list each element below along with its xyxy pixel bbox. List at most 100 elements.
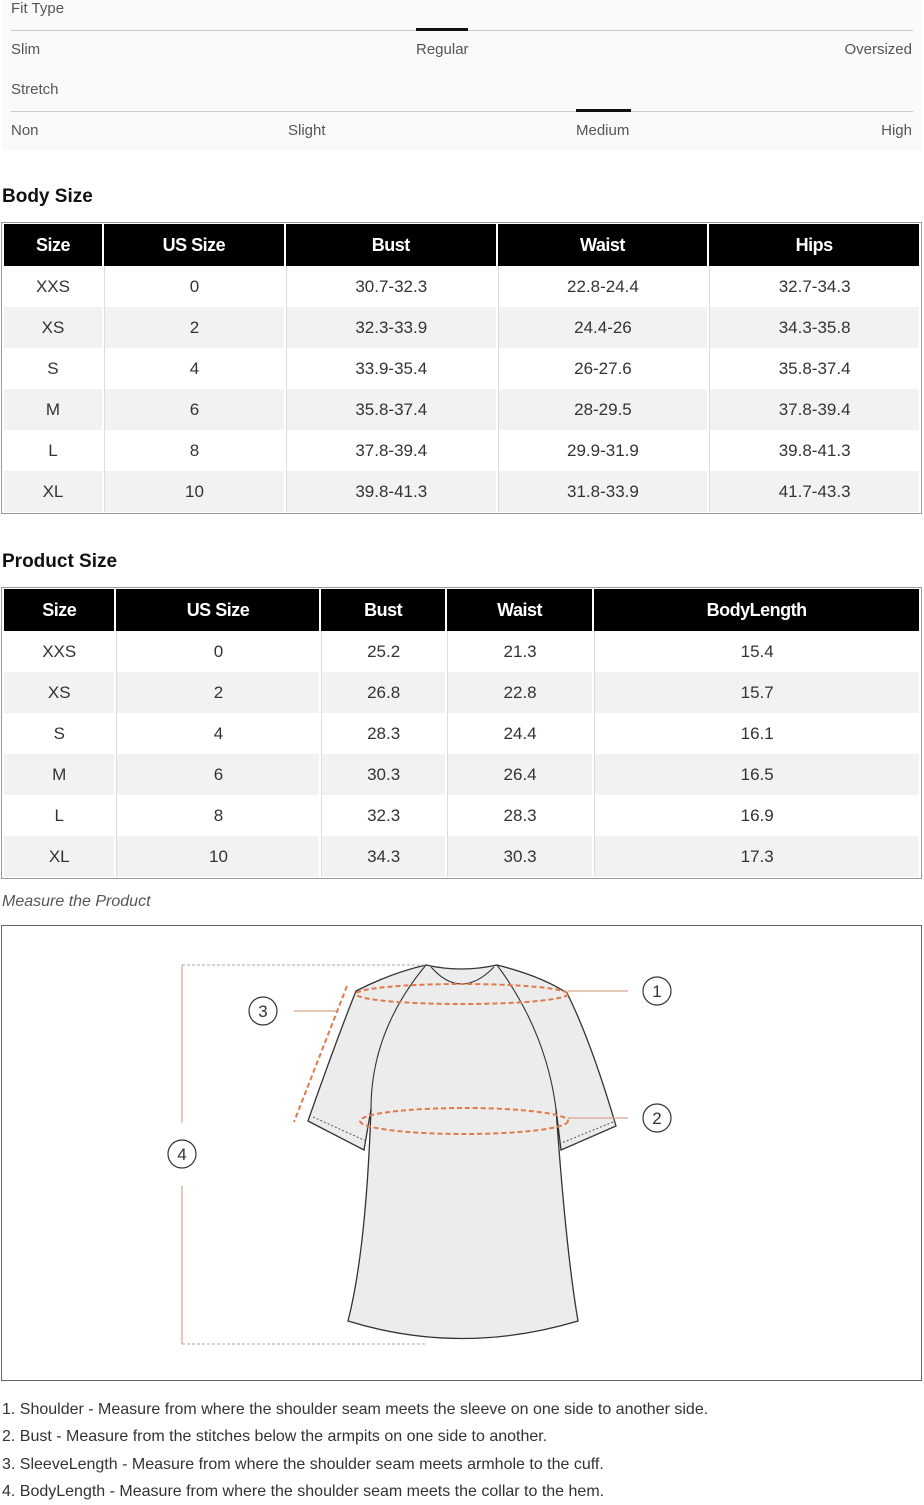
- marker-3: 3: [258, 1002, 267, 1021]
- table-cell: XXS: [35, 276, 70, 296]
- table-cell: 30.7-32.3: [285, 266, 496, 307]
- table-row: XL 10 34.3 30.3 17.3: [4, 836, 919, 877]
- table-cell: 2: [116, 672, 320, 713]
- table-row: XXS 0 25.2 21.3 15.4: [4, 631, 919, 672]
- table-cell: 15.7: [594, 672, 919, 713]
- column-header: US Size: [116, 589, 320, 631]
- fit-panel: Fit Type Slim Regular Oversized Stretch …: [2, 0, 922, 150]
- table-row: S 4 33.9-35.4 26-27.6 35.8-37.4: [4, 348, 919, 389]
- table-cell: 0: [103, 266, 284, 307]
- table-cell: 32.7-34.3: [709, 266, 919, 307]
- table-cell: 30.3: [321, 754, 445, 795]
- table-row: XS 2 32.3-33.9 24.4-26 34.3-35.8: [4, 307, 919, 348]
- stretch-label: Stretch: [11, 81, 59, 98]
- table-cell: 33.9-35.4: [285, 348, 496, 389]
- table-cell: 24.4: [446, 713, 593, 754]
- body-size-title: Body Size: [2, 186, 93, 207]
- fit-option-regular: Regular: [416, 41, 469, 58]
- table-cell: 8: [116, 795, 319, 836]
- table-cell: 37.8-39.4: [285, 430, 496, 471]
- table-cell: 25.2: [321, 631, 444, 672]
- note-body-length: 4. BodyLength - Measure from where the s…: [2, 1482, 605, 1500]
- column-header: Size: [4, 589, 115, 631]
- column-header: Size: [4, 224, 102, 266]
- stretch-option-non: Non: [11, 122, 39, 139]
- stretch-option-slight: Slight: [288, 122, 326, 139]
- table-cell: 2: [103, 307, 284, 348]
- table-cell: XS: [4, 307, 102, 348]
- table-cell: 10: [103, 471, 284, 512]
- table-cell: 39.8-41.3: [709, 430, 919, 471]
- header-row: Size US Size Bust Waist BodyLength: [4, 589, 919, 631]
- table-cell: 0: [116, 631, 319, 672]
- fit-type-label: Fit Type: [11, 0, 65, 17]
- table-cell: 34.3-35.8: [709, 307, 919, 348]
- table-cell: 32.3-33.9: [285, 307, 496, 348]
- product-size-table: Size US Size Bust Waist BodyLength XXS 0 25.2 21…: [1, 587, 922, 879]
- fit-option-slim: Slim: [11, 41, 41, 58]
- table-cell: 29.9-31.9: [497, 430, 708, 471]
- table-cell: 22.8: [446, 672, 593, 713]
- note-bust: 2. Bust - Measure from the stitches belo…: [2, 1428, 548, 1446]
- table-cell: M: [4, 389, 102, 430]
- note-shoulder: 1. Shoulder - Measure from where the sho…: [2, 1401, 709, 1418]
- table-cell: 28-29.5: [497, 389, 708, 430]
- table-row: L 8 32.3 28.3 16.9: [4, 795, 919, 836]
- table-cell: 26-27.6: [497, 348, 708, 389]
- measure-illustration: 1 2 3 4: [1, 925, 922, 1381]
- shirt-diagram: 1 2 3 4: [167, 964, 672, 1345]
- shirt-outline: [307, 964, 617, 1340]
- table-cell: 16.1: [594, 713, 919, 754]
- column-header: BodyLength: [594, 589, 919, 631]
- table-cell: L: [54, 805, 64, 825]
- table-cell: S: [53, 723, 65, 743]
- table-cell: 26.8: [321, 672, 445, 713]
- marker-1: 1: [652, 982, 661, 1001]
- column-header: US Size: [103, 224, 284, 266]
- stretch-indicator: [576, 109, 631, 112]
- table-cell: 28.3: [446, 795, 593, 836]
- table-row: L 8 37.8-39.4 29.9-31.9 39.8-41.3: [4, 430, 919, 471]
- fit-option-oversized: Oversized: [844, 41, 912, 58]
- table-cell: 15.4: [594, 631, 919, 672]
- table-row: S 4 28.3 24.4 16.1: [4, 713, 919, 754]
- table-cell: 6: [103, 389, 284, 430]
- table-cell: 16.5: [594, 754, 919, 795]
- table-row: M 6 30.3 26.4 16.5: [4, 754, 919, 795]
- measure-caption: Measure the Product: [2, 893, 151, 910]
- product-size-title: Product Size: [2, 551, 118, 572]
- measurement-notes: 1. Shoulder - Measure from where the sho…: [2, 1396, 708, 1505]
- table-cell: 28.3: [321, 713, 444, 754]
- header-row: Size US Size Bust Waist Hips: [4, 224, 919, 266]
- fit-type-indicator: [416, 28, 468, 31]
- stretch-option-medium: Medium: [576, 122, 630, 139]
- table-cell: 37.8-39.4: [709, 389, 919, 430]
- table-cell: 32.3: [321, 795, 444, 836]
- column-header: Bust: [285, 224, 496, 266]
- table-cell: 22.8-24.4: [497, 266, 708, 307]
- marker-4: 4: [177, 1145, 186, 1164]
- column-header: Waist: [497, 224, 708, 266]
- table-cell: 35.8-37.4: [709, 348, 919, 389]
- table-row: M 6 35.8-37.4 28-29.5 37.8-39.4: [4, 389, 919, 430]
- stretch-option-high: High: [881, 122, 912, 139]
- marker-2: 2: [652, 1109, 661, 1128]
- table-cell: 16.9: [594, 795, 919, 836]
- table-cell: 34.3: [321, 836, 445, 877]
- table-cell: S: [47, 358, 59, 378]
- table-cell: 4: [103, 348, 284, 389]
- table-row: XS 2 26.8 22.8 15.7: [4, 672, 919, 713]
- body-size-table: Size US Size Bust Waist Hips XXS 0 30.7-32.3 22.…: [1, 222, 922, 514]
- table-cell: XS: [4, 672, 115, 713]
- table-row: XL 10 39.8-41.3 31.8-33.9 41.7-43.3: [4, 471, 919, 512]
- column-header: Bust: [321, 589, 445, 631]
- table-cell: 30.3: [446, 836, 593, 877]
- table-cell: 35.8-37.4: [285, 389, 496, 430]
- table-cell: 8: [103, 430, 284, 471]
- table-cell: 6: [116, 754, 320, 795]
- table-cell: 24.4-26: [497, 307, 708, 348]
- table-cell: 26.4: [446, 754, 593, 795]
- column-header: Waist: [446, 589, 593, 631]
- column-header: Hips: [709, 224, 919, 266]
- note-sleeve-length: 3. SleeveLength - Measure from where the…: [2, 1455, 604, 1473]
